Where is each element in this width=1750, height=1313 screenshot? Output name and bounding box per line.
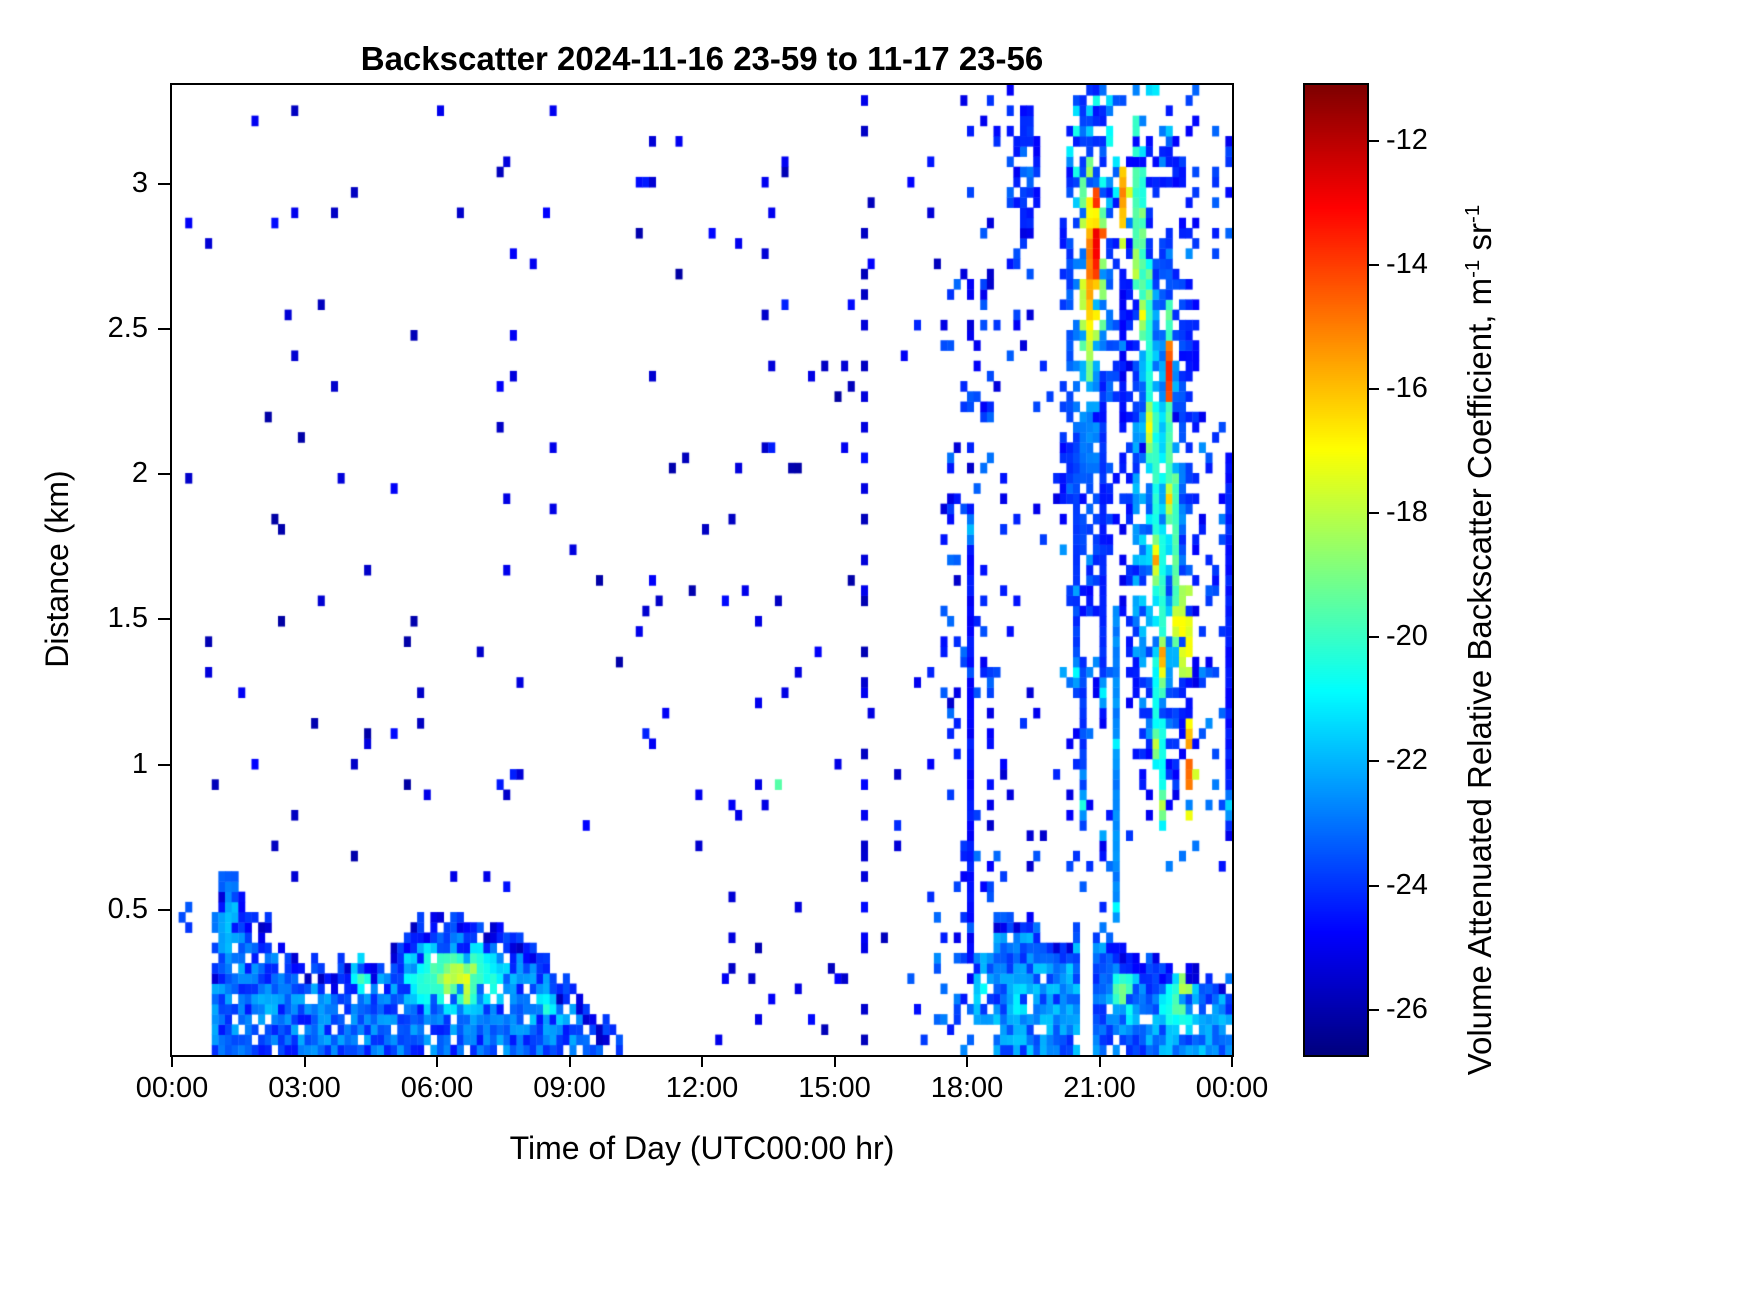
x-tick-mark bbox=[1098, 1055, 1101, 1067]
x-tick-label: 15:00 bbox=[798, 1072, 871, 1104]
colorbar-tick-label: -16 bbox=[1386, 372, 1428, 405]
x-tick-label: 00:00 bbox=[135, 1072, 209, 1104]
y-tick-label: 2.5 bbox=[107, 311, 148, 344]
y-tick-mark bbox=[158, 908, 170, 911]
x-tick-label: 03:00 bbox=[268, 1072, 341, 1104]
colorbar-tick-mark bbox=[1367, 760, 1379, 763]
plot-area bbox=[170, 83, 1234, 1057]
colorbar-tick-label: -24 bbox=[1386, 868, 1428, 901]
x-tick-mark bbox=[436, 1055, 438, 1067]
colorbar-tick-label: -14 bbox=[1386, 247, 1428, 280]
colorbar-tick-mark bbox=[1367, 139, 1379, 142]
y-tick-label: 1 bbox=[131, 747, 148, 780]
chart-title: Backscatter 2024-11-16 23-59 to 11-17 23… bbox=[360, 40, 1044, 77]
colorbar-tick-mark bbox=[1367, 512, 1379, 515]
colorbar bbox=[1303, 83, 1369, 1057]
x-tick-mark bbox=[568, 1055, 571, 1067]
colorbar-tick-mark bbox=[1367, 884, 1379, 887]
colorbar-tick-mark bbox=[1367, 636, 1379, 639]
x-tick-label: 21:00 bbox=[1063, 1072, 1136, 1104]
colorbar-tick-label: -20 bbox=[1386, 620, 1428, 653]
colorbar-tick-mark bbox=[1367, 263, 1379, 266]
colorbar-canvas bbox=[1305, 85, 1367, 1055]
y-tick-mark bbox=[158, 763, 170, 766]
x-tick-mark bbox=[171, 1055, 173, 1067]
colorbar-tick-label: -12 bbox=[1386, 123, 1428, 156]
colorbar-tick-label: -26 bbox=[1386, 992, 1428, 1025]
x-tick-mark bbox=[701, 1055, 703, 1067]
colorbar-unit2-exponent: -1 bbox=[1461, 204, 1484, 223]
y-tick-mark bbox=[158, 327, 170, 330]
x-axis-label: Time of Day (UTC00:00 hr) bbox=[509, 1130, 895, 1166]
x-tick-mark bbox=[303, 1055, 306, 1067]
heatmap-canvas bbox=[172, 85, 1232, 1055]
colorbar-tick-label: -22 bbox=[1386, 744, 1428, 777]
x-tick-label: 12:00 bbox=[665, 1072, 739, 1104]
colorbar-unit2-base: sr bbox=[1461, 222, 1498, 251]
x-tick-label: 09:00 bbox=[533, 1072, 606, 1104]
colorbar-tick-label: -18 bbox=[1386, 496, 1428, 529]
x-tick-label: 06:00 bbox=[400, 1072, 474, 1104]
x-tick-mark bbox=[966, 1055, 968, 1067]
colorbar-tick-mark bbox=[1367, 1008, 1379, 1011]
y-tick-label: 3 bbox=[131, 166, 148, 199]
y-tick-label: 2 bbox=[131, 457, 148, 490]
y-tick-mark bbox=[158, 473, 170, 476]
y-tick-mark bbox=[158, 182, 170, 185]
x-tick-mark bbox=[1231, 1055, 1233, 1067]
y-tick-label: 1.5 bbox=[107, 602, 148, 635]
y-tick-mark bbox=[158, 618, 170, 621]
y-tick-label: 0.5 bbox=[107, 892, 148, 925]
x-tick-label: 00:00 bbox=[1195, 1072, 1269, 1104]
y-axis-label: Distance (km) bbox=[39, 470, 75, 668]
x-tick-label: 18:00 bbox=[930, 1072, 1004, 1104]
x-tick-mark bbox=[833, 1055, 836, 1067]
colorbar-tick-mark bbox=[1367, 388, 1379, 391]
